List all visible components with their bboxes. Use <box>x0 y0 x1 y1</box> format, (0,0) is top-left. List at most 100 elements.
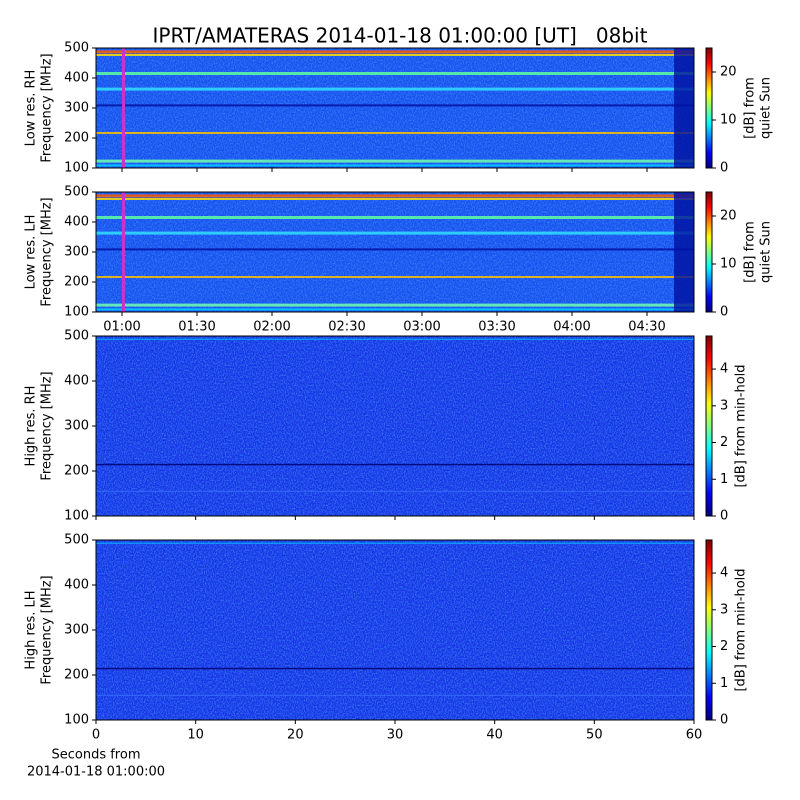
spectrogram-image <box>96 48 694 168</box>
spectrogram-band <box>96 50 694 54</box>
colorbar-tick-label: 0 <box>720 713 728 728</box>
x-tick-label: 03:30 <box>478 320 515 335</box>
y-tick-label: 400 <box>64 215 89 230</box>
colorbar-tick-label: 20 <box>720 209 737 224</box>
spectrogram-band <box>96 490 694 492</box>
x-tick-label: 02:00 <box>253 320 290 335</box>
colorbar-tick-label: 10 <box>720 113 737 128</box>
x-tick-label: 20 <box>287 728 304 743</box>
spectrogram-band <box>96 198 694 200</box>
x-tick-label: 40 <box>486 728 503 743</box>
spectrogram-band <box>96 667 694 670</box>
spectrogram-image <box>96 540 694 720</box>
colorbar-tick-label: 1 <box>720 472 728 487</box>
x-tick-label: 60 <box>686 728 703 743</box>
x-tick-label: 30 <box>387 728 404 743</box>
spectrogram-band <box>96 87 694 91</box>
y-axis-label: Frequency [MHz] <box>40 197 55 306</box>
spectrogram-band <box>96 694 694 696</box>
x-tick-label: 01:00 <box>103 320 140 335</box>
y-axis-label: Frequency [MHz] <box>40 575 55 684</box>
y-tick-label: 200 <box>64 464 89 479</box>
colorbar-tick-label: 0 <box>720 161 728 176</box>
colorbar-label: [dB] from min-hold <box>734 568 749 691</box>
x-tick-label: 03:00 <box>403 320 440 335</box>
colorbar-tick-label: 3 <box>720 398 728 413</box>
spectrogram-image <box>96 336 694 516</box>
colorbar <box>705 539 713 721</box>
colorbar-tick-label: 0 <box>720 509 728 524</box>
colorbar-tick-label: 10 <box>720 257 737 272</box>
cursor <box>122 192 125 312</box>
y-tick-label: 300 <box>64 419 89 434</box>
spectrogram-band <box>96 308 694 311</box>
y-tick-label: 500 <box>64 533 89 548</box>
spectrogram-band <box>96 159 694 163</box>
colorbar-tick-label: 3 <box>720 602 728 617</box>
y-tick-label: 400 <box>64 578 89 593</box>
colorbar-label: [dB] from <box>743 221 758 283</box>
y-tick-label: 200 <box>64 668 89 683</box>
colorbar-label: quiet Sun <box>759 77 774 139</box>
colorbar <box>705 191 713 313</box>
x-tick-label: 50 <box>586 728 603 743</box>
spectrogram-band <box>96 338 694 340</box>
cursor <box>122 48 125 168</box>
y-tick-label: 100 <box>64 305 89 320</box>
y-axis-label: Frequency [MHz] <box>40 53 55 162</box>
colorbar <box>705 335 713 517</box>
spectrogram-band <box>96 303 694 307</box>
y-axis-label: High res. LH <box>24 590 39 669</box>
chart-title: IPRT/AMATERAS 2014-01-18 01:00:00 [UT] 0… <box>153 24 648 48</box>
colorbar-tick-label: 0 <box>720 305 728 320</box>
colorbar <box>705 47 713 169</box>
y-axis-label: Low res. LH <box>24 215 39 290</box>
y-tick-label: 200 <box>64 131 89 146</box>
spectrogram-band <box>96 194 694 198</box>
y-tick-label: 300 <box>64 101 89 116</box>
x-tick-label: 01:30 <box>178 320 215 335</box>
y-axis-label: High res. RH <box>24 386 39 467</box>
x-tick-label: 10 <box>187 728 204 743</box>
y-axis-label: Frequency [MHz] <box>40 371 55 480</box>
y-tick-label: 300 <box>64 245 89 260</box>
spectrogram-band <box>96 463 694 466</box>
x-tick-label: 0 <box>92 728 100 743</box>
spectrogram-image <box>96 192 694 312</box>
colorbar-label: [dB] from <box>743 77 758 139</box>
colorbar-label: [dB] from min-hold <box>734 364 749 487</box>
y-tick-label: 400 <box>64 374 89 389</box>
x-tick-label: 02:30 <box>328 320 365 335</box>
colorbar-tick-label: 2 <box>720 435 728 450</box>
x-axis-label: Seconds from <box>51 748 140 763</box>
x-tick-label: 04:00 <box>553 320 590 335</box>
spectrogram-gap <box>674 48 694 168</box>
colorbar-tick-label: 4 <box>720 362 728 377</box>
colorbar-tick-label: 20 <box>720 65 737 80</box>
y-tick-label: 100 <box>64 713 89 728</box>
colorbar-label: quiet Sun <box>759 221 774 283</box>
spectrogram-band <box>96 248 694 251</box>
y-tick-label: 100 <box>64 509 89 524</box>
y-tick-label: 500 <box>64 185 89 200</box>
spectrogram-gap <box>674 192 694 312</box>
spectrogram-band <box>96 72 694 75</box>
spectrogram-band <box>96 54 694 56</box>
y-tick-label: 500 <box>64 41 89 56</box>
spectrogram-band <box>96 216 694 219</box>
spectrogram-band <box>96 276 694 278</box>
spectrogram-band <box>96 132 694 134</box>
y-tick-label: 100 <box>64 161 89 176</box>
x-axis-label: 2014-01-18 01:00:00 <box>27 765 165 780</box>
colorbar-tick-label: 2 <box>720 639 728 654</box>
spectrogram-band <box>96 231 694 235</box>
y-tick-label: 200 <box>64 275 89 290</box>
spectrogram-band <box>96 104 694 107</box>
y-tick-label: 300 <box>64 623 89 638</box>
spectrogram-band <box>96 542 694 544</box>
colorbar-tick-label: 4 <box>720 566 728 581</box>
x-tick-label: 04:30 <box>628 320 665 335</box>
spectrogram-band <box>96 164 694 167</box>
